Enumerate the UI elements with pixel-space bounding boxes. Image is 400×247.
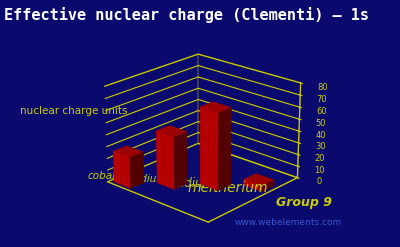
Text: Effective nuclear charge (Clementi) – 1s: Effective nuclear charge (Clementi) – 1s — [4, 7, 369, 23]
Text: Group 9: Group 9 — [276, 196, 332, 209]
Text: www.webelements.com: www.webelements.com — [234, 218, 342, 227]
Text: nuclear charge units: nuclear charge units — [20, 106, 128, 116]
